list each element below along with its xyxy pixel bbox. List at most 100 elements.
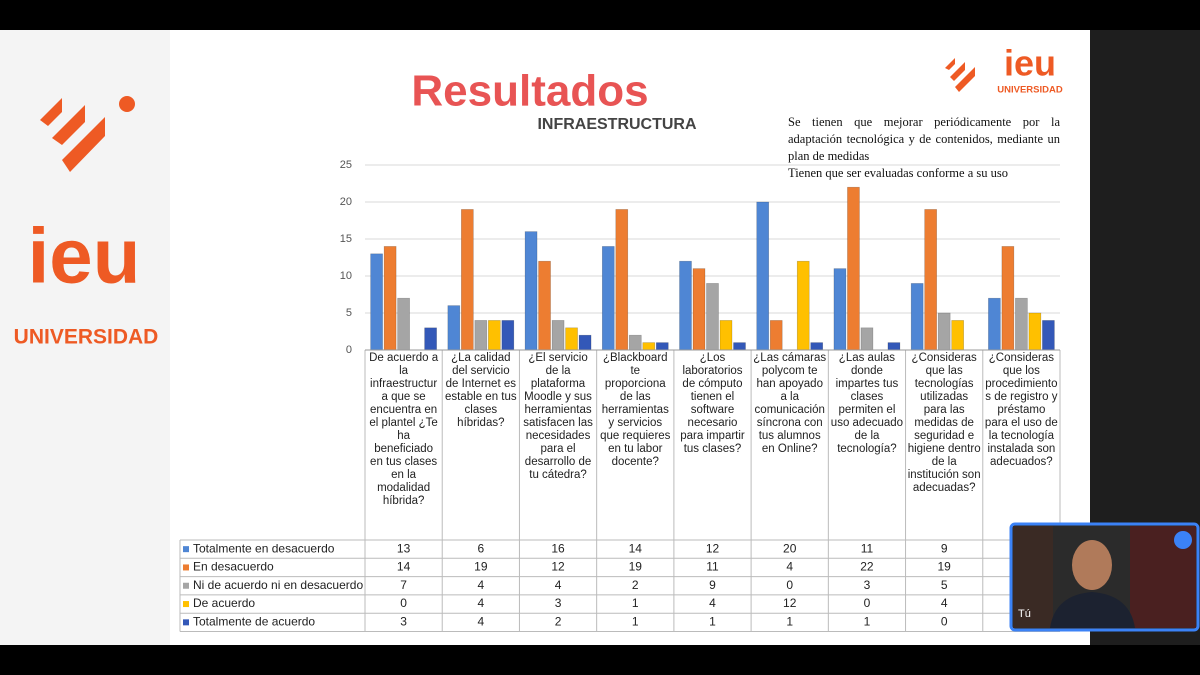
bar (642, 342, 656, 351)
category-box: De acuerdo a la infraestructura que se e… (369, 352, 438, 507)
bar (524, 231, 538, 351)
bar (578, 334, 592, 351)
category-box: ¿Los laboratorios de cómputo tienen el s… (680, 352, 745, 455)
bar (733, 342, 746, 351)
bar (1015, 297, 1028, 351)
table-value: 1 (864, 615, 871, 629)
table-value: 0 (941, 615, 948, 629)
category-box: ¿Las aulas donde impartes tus clases per… (830, 352, 904, 455)
table-value: 1 (632, 596, 639, 610)
table-value: 4 (477, 615, 484, 629)
category-box: ¿Consideras que los procedimientos de re… (985, 352, 1058, 468)
table-value: 4 (941, 596, 948, 610)
table-value: 9 (941, 541, 948, 555)
bar (1001, 246, 1015, 351)
person-head (1072, 540, 1112, 590)
legend-swatch (183, 564, 189, 571)
note: Se tienen que mejorar periódicamente por… (788, 114, 1060, 182)
table-value: 0 (864, 596, 871, 610)
y-tick-label: 25 (340, 159, 352, 171)
video-menu[interactable] (1174, 531, 1192, 549)
bar (951, 320, 964, 351)
table-value: 3 (555, 596, 562, 610)
video-bg (1013, 526, 1053, 628)
table-value: 1 (709, 615, 716, 629)
small-logo-mark (945, 58, 975, 92)
note-line: Tienen que ser evaluadas conforme a su u… (788, 166, 1008, 180)
bar (1042, 320, 1055, 351)
table-value: 1 (632, 615, 639, 629)
y-tick-label: 10 (340, 270, 352, 282)
category-box: ¿Las cámaras polycom te han apoyado a la… (753, 352, 827, 455)
table-value: 4 (477, 596, 484, 610)
table-value: 22 (860, 560, 874, 574)
table-value: 2 (555, 615, 562, 629)
y-tick-label: 5 (346, 307, 352, 319)
legend-label: De acuerdo (193, 596, 255, 610)
bar (679, 260, 692, 351)
video-label: Tú (1018, 608, 1031, 620)
category-box: ¿El servicio de la plataforma Moodle y s… (523, 352, 593, 481)
table-value: 11 (706, 560, 719, 574)
table-value: 4 (477, 578, 484, 592)
bar (474, 320, 488, 351)
category-box: ¿Blackboard te proporciona de las herram… (600, 352, 671, 468)
table-value: 20 (783, 541, 797, 555)
bar (628, 334, 642, 351)
table-value: 7 (400, 578, 407, 592)
small-logo-text: ieu (1004, 43, 1056, 84)
bar (924, 209, 937, 351)
x-tick-label: ¿Las aulas donde impartes tus clases per… (830, 352, 904, 455)
x-tick-label: ¿Blackboard te proporciona de las herram… (600, 352, 671, 468)
bar (397, 297, 410, 351)
bar (655, 342, 669, 351)
table-value: 12 (551, 560, 565, 574)
bar (937, 312, 951, 351)
y-tick-label: 15 (340, 233, 352, 245)
bar (424, 327, 437, 351)
bar (910, 283, 924, 351)
bar (810, 342, 824, 351)
bar (887, 342, 901, 351)
x-tick-label: ¿Las cámaras polycom te han apoyado a la… (753, 352, 827, 455)
bar (601, 246, 615, 351)
x-tick-label: ¿Consideras que las tecnologías utilizad… (907, 352, 981, 494)
legend-swatch (183, 546, 189, 553)
chart-title: INFRAESTRUCTURA (537, 116, 697, 133)
logo-panel (0, 30, 170, 645)
table-value: 11 (861, 541, 874, 555)
legend-swatch (183, 619, 189, 626)
video-tile: Tú (1009, 522, 1200, 632)
table-value: 13 (397, 541, 411, 555)
bar (988, 297, 1001, 351)
y-tick-label: 20 (340, 196, 352, 208)
table-value: 19 (937, 560, 951, 574)
table-value: 16 (551, 541, 565, 555)
person-body (1050, 592, 1135, 628)
legend-label: Totalmente en desacuerdo (193, 541, 335, 555)
bar (756, 201, 770, 351)
bar (833, 268, 847, 351)
table-value: 5 (941, 578, 948, 592)
x-tick-label: ¿El servicio de la plataforma Moodle y s… (523, 352, 593, 481)
table-value: 1 (786, 615, 793, 629)
bar (692, 268, 706, 351)
bar (769, 320, 783, 351)
table-value: 2 (632, 578, 639, 592)
table-value: 14 (397, 560, 411, 574)
table-value: 4 (786, 560, 793, 574)
bar (860, 327, 874, 351)
small-logo-sub: UNIVERSIDAD (997, 85, 1063, 96)
table-value: 3 (864, 578, 871, 592)
category-box: ¿La calidad del servicio de Internet es … (445, 352, 517, 429)
table-value: 0 (786, 578, 793, 592)
table-value: 0 (400, 596, 407, 610)
x-tick-label: ¿La calidad del servicio de Internet es … (445, 352, 517, 429)
table-value: 19 (629, 560, 643, 574)
bar (538, 260, 551, 351)
bar (1028, 312, 1042, 351)
bar (796, 260, 810, 351)
